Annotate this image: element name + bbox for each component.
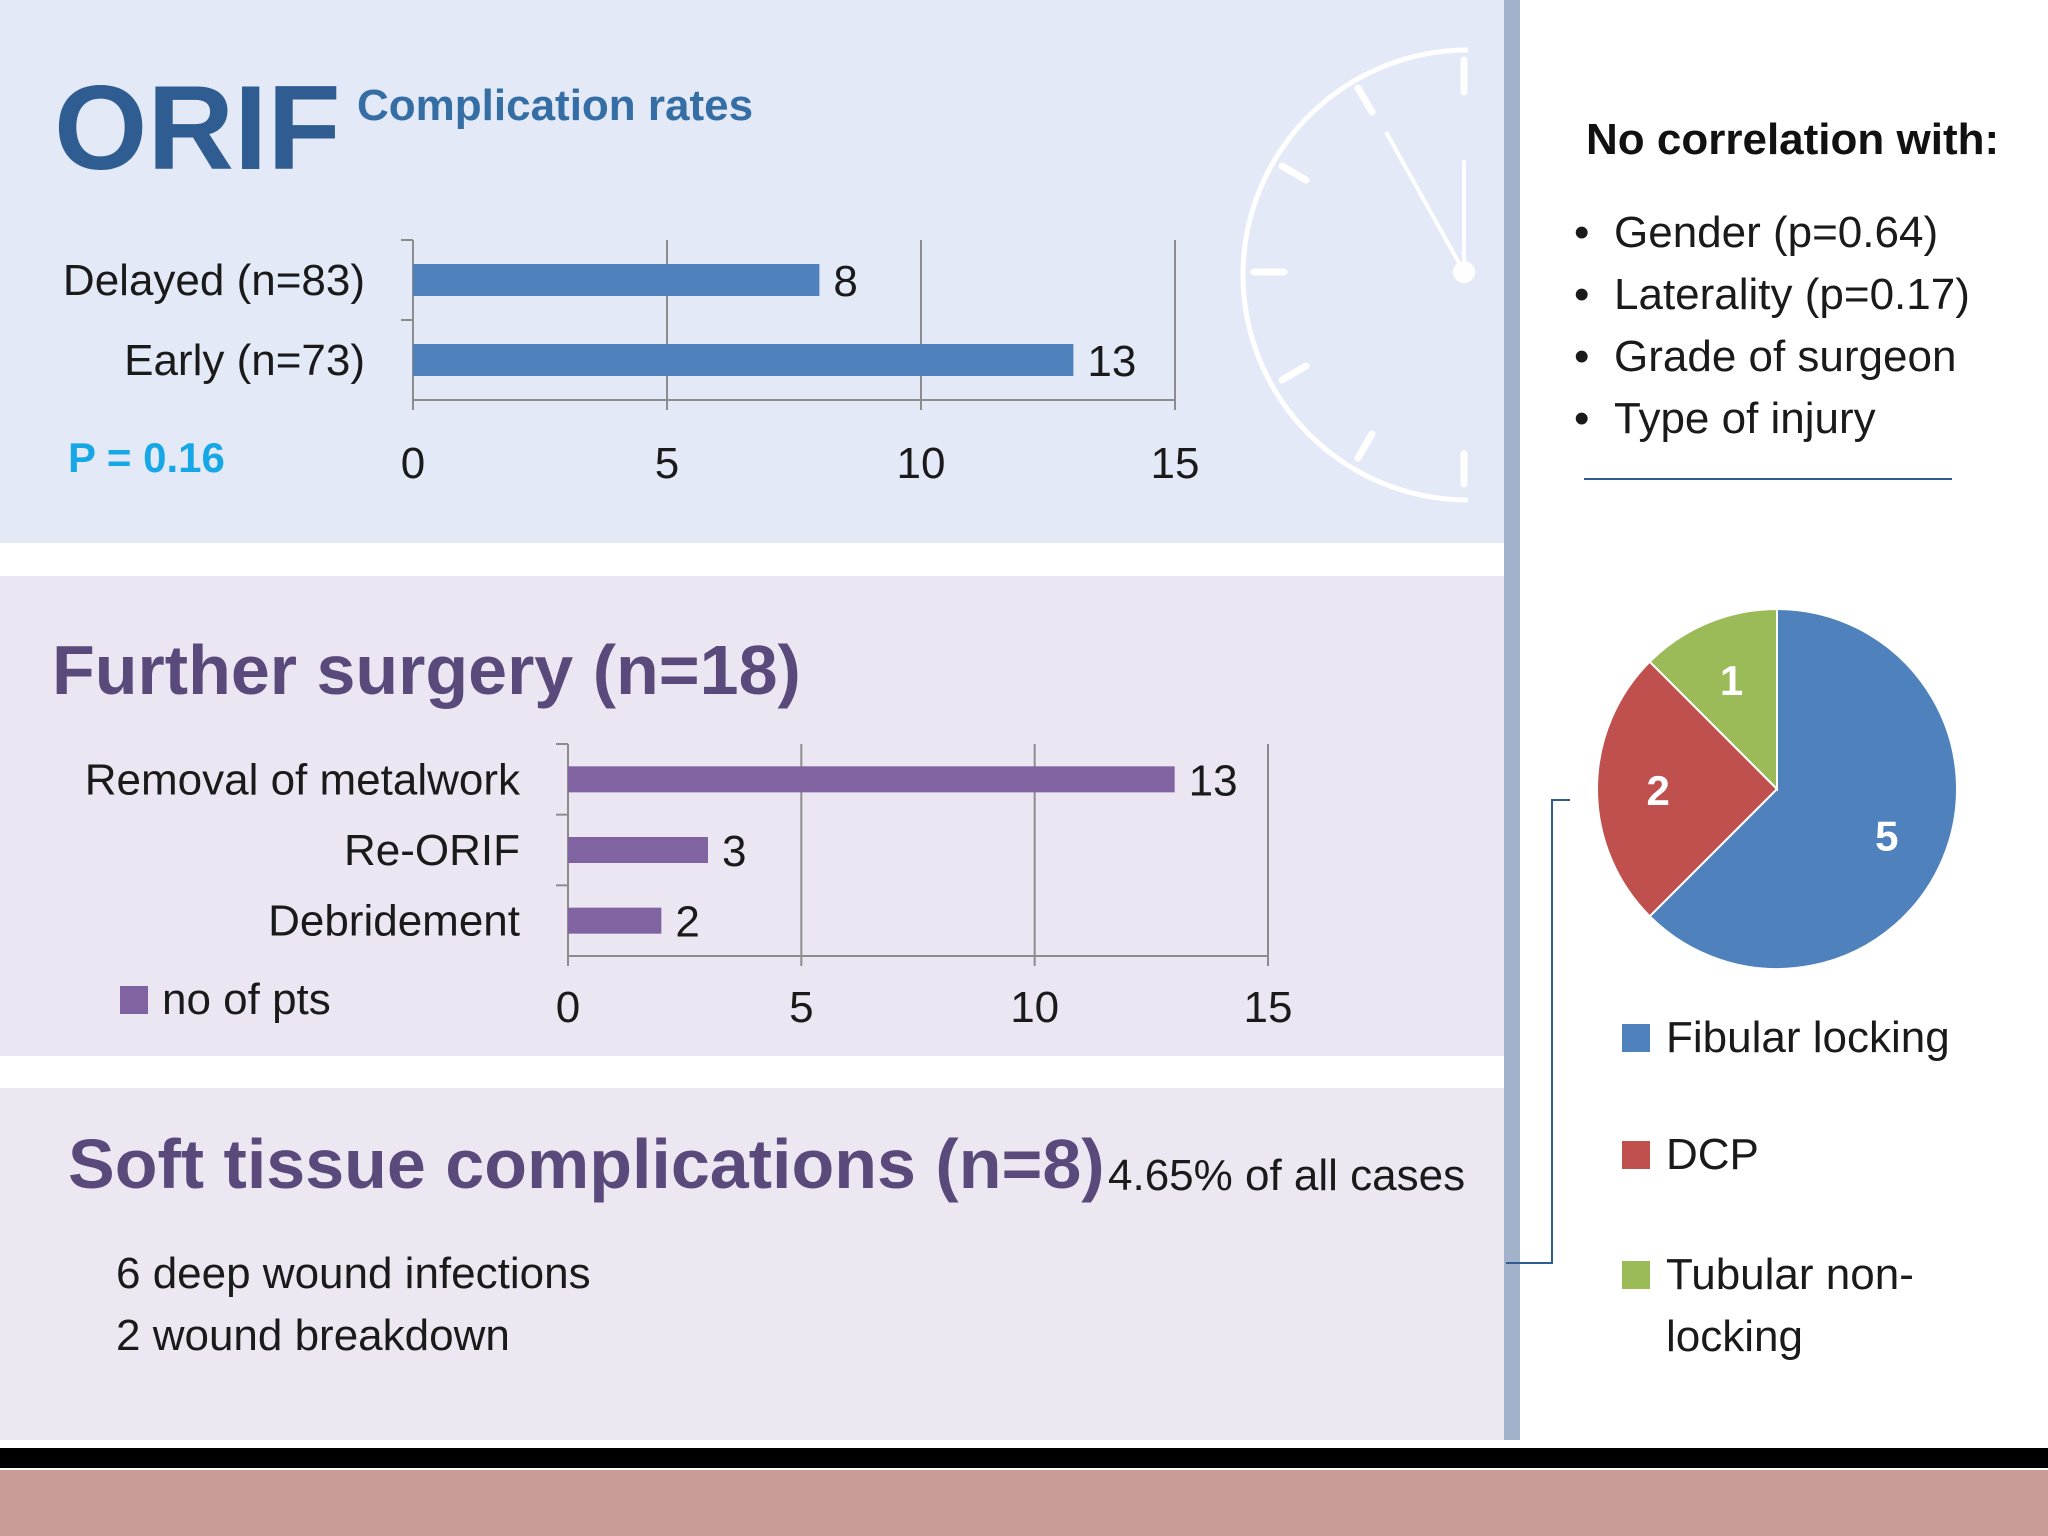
p-value: P = 0.16	[68, 434, 225, 481]
list-item: Gender (p=0.64)	[1574, 202, 2034, 264]
vertical-divider	[1504, 0, 1520, 1440]
data-label: 5	[1875, 812, 1898, 859]
correlation-list: Gender (p=0.64) Laterality (p=0.17) Grad…	[1574, 202, 2034, 450]
soft-tissue-title: Soft tissue complications (n=8)	[68, 1125, 1105, 1203]
x-tick-label: 5	[655, 439, 679, 488]
orif-complication-chart: 0 5 10 15 8 Delayed (n=83) 13 Early (n=73)	[63, 239, 1200, 488]
category-label: Delayed (n=83)	[63, 256, 365, 305]
pie-slice	[1596, 660, 1779, 918]
bar	[568, 837, 708, 863]
x-tick-label: 10	[897, 439, 946, 488]
plate-type-pie-chart: 5 2 1	[1596, 607, 1958, 970]
no-correlation-heading: No correlation with:	[1586, 115, 2000, 164]
legend-swatch	[1622, 1024, 1650, 1052]
x-tick-label: 0	[401, 439, 425, 488]
x-tick-label: 10	[1010, 983, 1059, 1032]
further-surgery-title: Further surgery (n=18)	[52, 631, 801, 709]
data-label: 13	[1087, 337, 1136, 386]
legend-item-tubular: Tubular non-locking	[1622, 1244, 1922, 1368]
list-item: Grade of surgeon	[1574, 326, 2034, 388]
bar	[413, 344, 1074, 376]
x-tick-label: 0	[556, 983, 580, 1032]
category-label: Re-ORIF	[344, 826, 520, 875]
chart-legend: no of pts	[120, 972, 331, 1028]
data-label: 2	[675, 898, 699, 947]
data-label: 8	[833, 257, 857, 306]
legend-swatch	[120, 986, 148, 1014]
footer-black-rule	[0, 1448, 2048, 1468]
data-label: 2	[1647, 767, 1670, 814]
x-tick-label: 15	[1151, 439, 1200, 488]
pie-slice	[1648, 607, 1958, 970]
footer-band	[0, 1470, 2048, 1536]
soft-tissue-note: 4.65% of all cases	[1108, 1151, 1466, 1200]
orif-title: ORIF	[54, 61, 341, 195]
soft-tissue-line: 6 deep wound infections	[116, 1249, 591, 1298]
pie-slice	[1648, 607, 1778, 792]
legend-item-dcp: DCP	[1622, 1124, 1759, 1186]
legend-label: DCP	[1666, 1130, 1759, 1179]
soft-tissue-line: 2 wound breakdown	[116, 1311, 510, 1360]
bar	[413, 264, 820, 296]
bar	[568, 766, 1175, 793]
further-surgery-chart: 0 5 10 15 13 Removal of metalwork 3 Re-ORIF 2 Deb…	[85, 743, 1293, 1032]
connector-bracket	[1506, 799, 1570, 1264]
category-label: Early (n=73)	[124, 336, 365, 385]
further-surgery-panel	[0, 576, 1504, 1056]
soft-tissue-panel	[0, 1088, 1504, 1440]
bar	[568, 907, 662, 934]
divider-line	[1584, 478, 1952, 480]
data-label: 13	[1189, 756, 1238, 805]
x-tick-label: 5	[789, 983, 813, 1032]
list-item: Type of injury	[1574, 388, 2034, 450]
legend-label: Tubular non-locking	[1666, 1250, 1914, 1361]
category-label: Removal of metalwork	[85, 755, 521, 804]
complication-rates-subtitle: Complication rates	[357, 81, 754, 130]
data-label: 1	[1720, 657, 1743, 704]
clock-icon	[1240, 47, 1475, 503]
legend-item-fibular-locking: Fibular locking	[1622, 1007, 1950, 1069]
list-item: Laterality (p=0.17)	[1574, 264, 2034, 326]
category-label: Debridement	[268, 897, 520, 946]
data-label: 3	[722, 827, 746, 876]
legend-label: Fibular locking	[1666, 1013, 1950, 1062]
legend-swatch	[1622, 1261, 1650, 1289]
x-tick-label: 15	[1244, 983, 1293, 1032]
legend-label: no of pts	[162, 975, 331, 1024]
legend-swatch	[1622, 1141, 1650, 1169]
